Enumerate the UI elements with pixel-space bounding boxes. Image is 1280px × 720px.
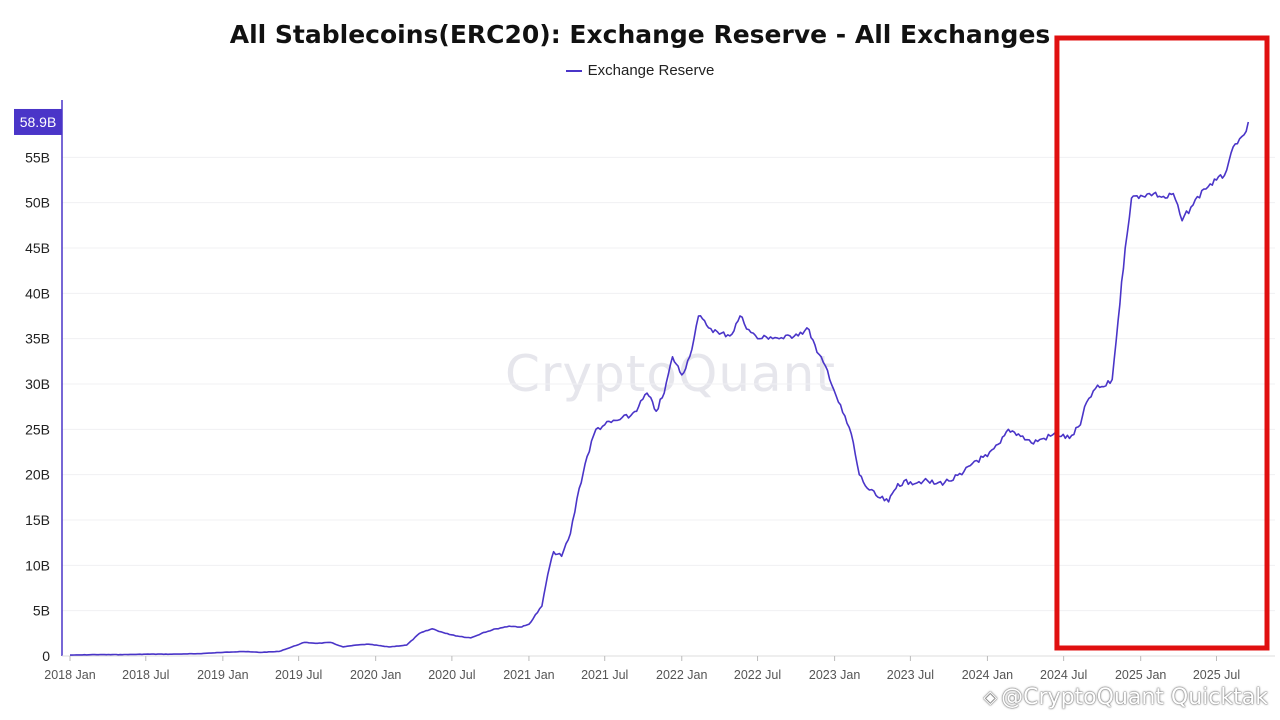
chart-title: All Stablecoins(ERC20): Exchange Reserve…: [229, 20, 1051, 49]
x-tick-label: 2019 Jul: [275, 668, 322, 682]
x-tick-label: 2025 Jan: [1115, 668, 1166, 682]
x-tick-label: 2024 Jan: [962, 668, 1013, 682]
highlight-layer: [1054, 35, 1270, 651]
y-tick-label: 30B: [25, 376, 50, 392]
x-tick-label: 2019 Jan: [197, 668, 248, 682]
current-value-badge: [14, 108, 62, 135]
series-line-exchange-reserve: [70, 121, 1250, 656]
y-tick-label: 40B: [25, 285, 50, 301]
x-tick-label: 2018 Jan: [44, 668, 95, 682]
attribution-text: @CryptoQuant Quicktak: [1001, 685, 1268, 710]
highlight-box: [1054, 35, 1270, 651]
y-tick-label: 25B: [25, 421, 50, 437]
binance-logo-icon: ◈: [983, 687, 998, 708]
x-tick-label: 2020 Jan: [350, 668, 401, 682]
x-tick-label: 2020 Jul: [428, 668, 475, 682]
x-tick-label: 2025 Jul: [1193, 668, 1240, 682]
y-tick-label: 10B: [25, 557, 50, 573]
axes: 0 5B 10B 15B 20B 25B 30B 35B 40B 45B 50B 55B 2018 Ja…: [14, 100, 1275, 682]
y-tick-label: 45B: [25, 240, 50, 256]
y-tick-label: 0: [42, 648, 50, 664]
legend-label: Exchange Reserve: [587, 62, 715, 79]
attribution: ◈ @CryptoQuant Quicktak: [983, 685, 1268, 710]
grid-lines: [62, 156, 1275, 612]
x-tick-label: 2021 Jan: [503, 668, 554, 682]
x-tick-label: 2023 Jul: [887, 668, 934, 682]
y-tick-label: 50B: [25, 195, 50, 211]
x-tick-label: 2018 Jul: [122, 668, 169, 682]
y-tick-label: 15B: [25, 512, 50, 528]
x-tick-label: 2024 Jul: [1040, 668, 1087, 682]
y-tick-label: 20B: [25, 467, 50, 483]
watermark: CryptoQuant: [505, 345, 836, 403]
x-tick-label: 2023 Jan: [809, 668, 860, 682]
y-tick-label: 5B: [33, 603, 50, 619]
series-layer: [70, 121, 1250, 656]
legend-swatch: [565, 69, 582, 72]
x-tick-label: 2021 Jul: [581, 668, 628, 682]
y-tick-label: 35B: [25, 331, 50, 347]
current-value-label: 58.9B: [20, 114, 57, 130]
x-tick-label: 2022 Jul: [734, 668, 781, 682]
legend[interactable]: Exchange Reserve: [0, 62, 1280, 79]
x-tick-label: 2022 Jan: [656, 668, 707, 682]
y-tick-label: 55B: [25, 149, 50, 165]
